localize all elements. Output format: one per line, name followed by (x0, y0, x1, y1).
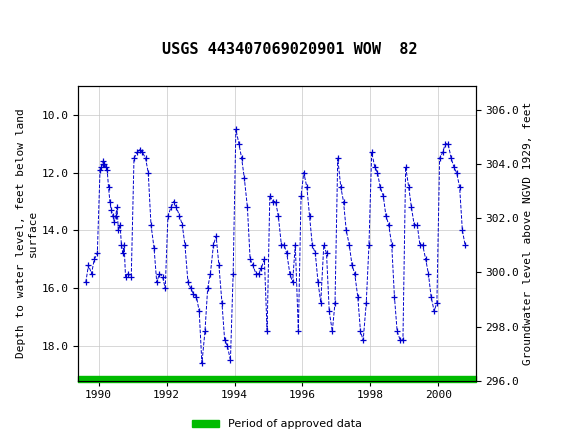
Y-axis label: Groundwater level above NGVD 1929, feet: Groundwater level above NGVD 1929, feet (523, 101, 533, 365)
Legend: Period of approved data: Period of approved data (187, 415, 367, 430)
Y-axis label: Depth to water level, feet below land
surface: Depth to water level, feet below land su… (16, 108, 38, 358)
Text: ≋USGS: ≋USGS (10, 10, 75, 28)
Text: USGS 443407069020901 WOW  82: USGS 443407069020901 WOW 82 (162, 42, 418, 57)
